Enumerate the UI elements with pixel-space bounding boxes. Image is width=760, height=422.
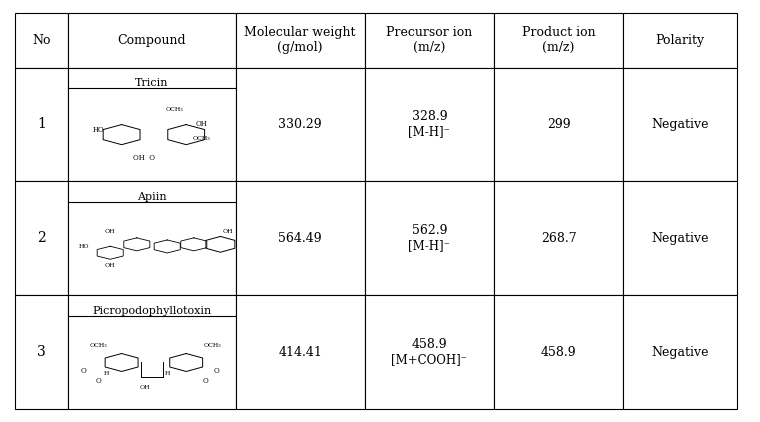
Bar	[365, 295, 494, 409]
Text: 299: 299	[546, 118, 571, 131]
Bar	[365, 13, 494, 68]
Text: 330.29: 330.29	[278, 118, 322, 131]
Text: HO: HO	[78, 244, 89, 249]
Text: No: No	[33, 34, 51, 46]
Bar	[494, 13, 623, 68]
Text: 564.49: 564.49	[278, 232, 322, 245]
Text: Apiin: Apiin	[138, 192, 166, 202]
Text: [M-H]⁻: [M-H]⁻	[408, 126, 451, 138]
Text: Molecular weight
(g/mol): Molecular weight (g/mol)	[245, 26, 356, 54]
Text: OH: OH	[139, 385, 150, 390]
Bar	[623, 68, 737, 181]
Text: [M+COOH]⁻: [M+COOH]⁻	[391, 354, 467, 366]
Text: Picropodophyllotoxin: Picropodophyllotoxin	[93, 306, 211, 316]
Text: HO: HO	[93, 127, 105, 134]
Bar	[494, 295, 623, 409]
Text: Precursor ion
(m/z): Precursor ion (m/z)	[386, 26, 473, 54]
Bar	[15, 68, 68, 181]
Text: Compound: Compound	[118, 34, 186, 46]
Text: O: O	[202, 378, 208, 385]
Text: Tricin: Tricin	[135, 78, 169, 88]
Text: 458.9: 458.9	[412, 338, 447, 351]
Text: [M-H]⁻: [M-H]⁻	[408, 240, 451, 252]
Bar	[236, 68, 365, 181]
Text: 268.7: 268.7	[541, 232, 576, 245]
Text: H: H	[164, 371, 170, 376]
Text: OH: OH	[105, 263, 116, 268]
Bar	[623, 295, 737, 409]
Bar	[236, 295, 365, 409]
Text: OCH₃: OCH₃	[166, 107, 184, 112]
Bar	[623, 181, 737, 295]
Bar	[15, 295, 68, 409]
Bar	[365, 181, 494, 295]
Text: O: O	[214, 367, 220, 375]
Text: OCH₃: OCH₃	[192, 136, 211, 141]
Bar	[623, 13, 737, 68]
Text: 562.9: 562.9	[412, 225, 447, 237]
Text: 1: 1	[37, 117, 46, 132]
Bar	[494, 68, 623, 181]
Text: Negative: Negative	[651, 118, 709, 131]
Bar	[15, 181, 68, 295]
Text: OH  O: OH O	[134, 154, 155, 162]
Text: O: O	[96, 378, 102, 385]
Text: Product ion
(m/z): Product ion (m/z)	[522, 26, 595, 54]
Bar	[365, 68, 494, 181]
Text: Negative: Negative	[651, 346, 709, 359]
Bar	[236, 181, 365, 295]
Text: 458.9: 458.9	[541, 346, 576, 359]
Bar	[68, 68, 236, 181]
Bar	[68, 181, 236, 295]
Text: 2: 2	[37, 231, 46, 246]
Text: 328.9: 328.9	[412, 111, 447, 123]
Bar	[15, 13, 68, 68]
Text: Negative: Negative	[651, 232, 709, 245]
Text: OCH₃: OCH₃	[90, 343, 108, 348]
Bar	[236, 13, 365, 68]
Text: OH: OH	[105, 229, 116, 234]
Text: 3: 3	[37, 345, 46, 360]
Bar	[68, 13, 236, 68]
Bar	[494, 181, 623, 295]
Bar	[68, 295, 236, 409]
Text: 414.41: 414.41	[278, 346, 322, 359]
Text: H: H	[103, 371, 109, 376]
Text: O: O	[81, 367, 87, 375]
Text: Polarity: Polarity	[656, 34, 705, 46]
Text: OCH₃: OCH₃	[204, 343, 222, 348]
Text: OH: OH	[223, 229, 233, 234]
Text: OH: OH	[195, 120, 207, 128]
